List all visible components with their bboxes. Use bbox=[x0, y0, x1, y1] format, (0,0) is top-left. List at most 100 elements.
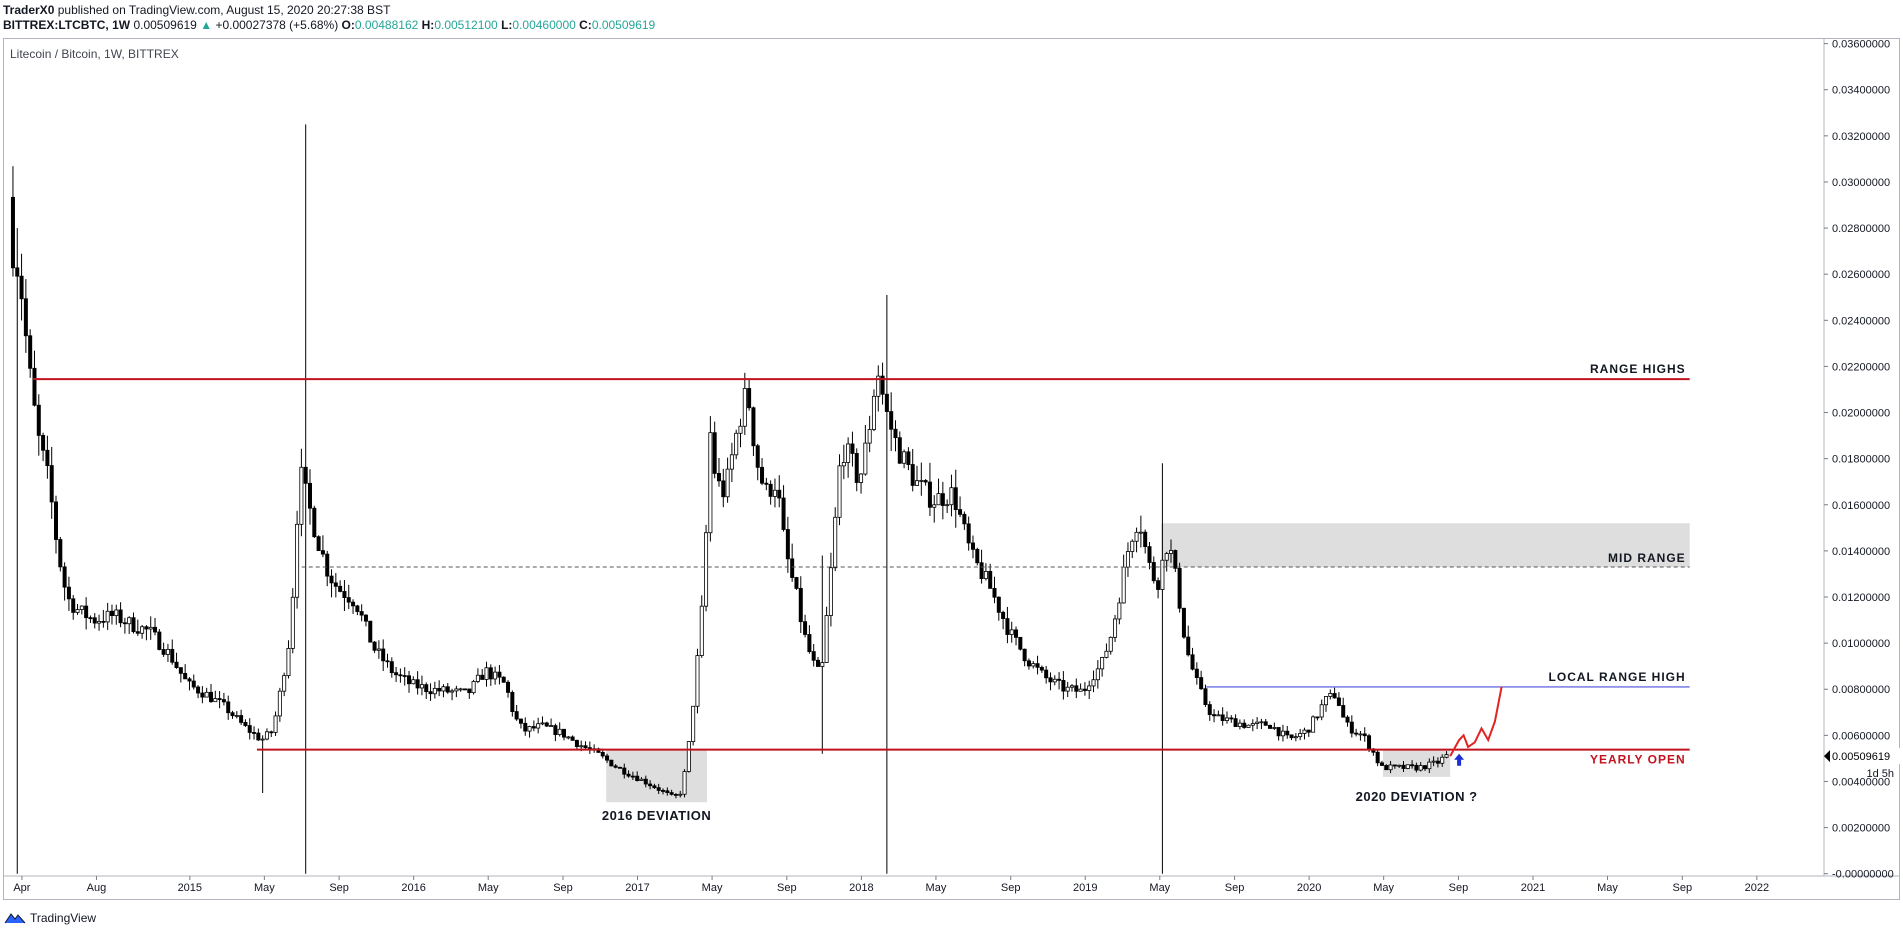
projection-path[interactable] bbox=[1449, 686, 1503, 757]
candle-body bbox=[437, 687, 442, 692]
candle-body bbox=[1151, 562, 1156, 582]
price-change: +0.00027378 (+5.68%) bbox=[215, 18, 339, 32]
candle-body bbox=[815, 659, 820, 667]
candle-body bbox=[462, 688, 467, 691]
candle-body bbox=[23, 298, 28, 337]
time-tick-label: Sep bbox=[1449, 882, 1469, 894]
candle-body bbox=[92, 617, 97, 624]
candle-body bbox=[1367, 735, 1372, 750]
candle-body bbox=[1341, 705, 1346, 718]
candle-body bbox=[475, 674, 480, 682]
candle-body bbox=[751, 407, 756, 447]
candle-body bbox=[355, 605, 360, 612]
candle-body bbox=[562, 728, 567, 738]
candle-body bbox=[41, 435, 46, 451]
open-value: 0.00488162 bbox=[354, 18, 419, 32]
candle-body bbox=[454, 688, 459, 692]
candle-body bbox=[635, 775, 640, 781]
candle-body bbox=[467, 688, 472, 694]
candle-body bbox=[1410, 764, 1415, 767]
candle-body bbox=[798, 588, 803, 623]
candle-body bbox=[609, 759, 614, 767]
candle-body bbox=[906, 451, 911, 465]
candle-body bbox=[527, 726, 532, 732]
close-label: C: bbox=[579, 18, 592, 32]
time-tick-label: 2020 bbox=[1297, 882, 1321, 894]
candle-body bbox=[36, 404, 41, 436]
time-tick-label: May bbox=[926, 882, 947, 894]
candle-body bbox=[1328, 693, 1333, 697]
price-tick-label: 0.02600000 bbox=[1832, 269, 1890, 281]
candle-body bbox=[523, 722, 528, 732]
candle-body bbox=[1164, 553, 1169, 561]
candle-body bbox=[252, 732, 257, 734]
price-tick-label: 0.02800000 bbox=[1832, 223, 1890, 235]
price-tick-label: 0.03000000 bbox=[1832, 177, 1890, 189]
candle-body bbox=[889, 411, 894, 430]
price-tick-label: 0.03400000 bbox=[1832, 85, 1890, 97]
candle-body bbox=[165, 648, 170, 655]
candle-body bbox=[682, 771, 687, 795]
price-tick-label: 0.01200000 bbox=[1832, 592, 1890, 604]
candle-body bbox=[320, 550, 325, 555]
candle-body bbox=[488, 667, 493, 680]
time-tick-label: 2018 bbox=[849, 882, 873, 894]
candle-body bbox=[376, 648, 381, 651]
candle-body bbox=[553, 725, 558, 735]
candle-body bbox=[458, 688, 463, 691]
candle-body bbox=[833, 516, 838, 569]
candle-body bbox=[19, 275, 24, 300]
time-tick-label: 2019 bbox=[1073, 882, 1097, 894]
candle-body bbox=[213, 698, 218, 703]
candle-body bbox=[1397, 764, 1402, 767]
candle-body bbox=[958, 509, 963, 515]
candle-body bbox=[183, 672, 188, 680]
candle-body bbox=[506, 681, 511, 693]
candle-body bbox=[1414, 764, 1419, 771]
candle-body bbox=[1108, 636, 1113, 652]
candle-body bbox=[863, 442, 868, 475]
candle-body bbox=[1147, 546, 1152, 563]
candle-body bbox=[71, 598, 76, 613]
candle-body bbox=[114, 609, 119, 617]
candle-body bbox=[846, 443, 851, 463]
candle-body bbox=[28, 335, 33, 369]
candle-body bbox=[915, 480, 920, 486]
candle-body bbox=[630, 775, 635, 778]
price-tick-label: 0.02400000 bbox=[1832, 315, 1890, 327]
candle-body bbox=[295, 523, 300, 598]
range-highs-label: RANGE HIGHS bbox=[1590, 362, 1686, 376]
candle-body bbox=[407, 675, 412, 685]
candle-body bbox=[1014, 629, 1019, 638]
candle-body bbox=[811, 651, 816, 661]
tradingview-footer[interactable]: TradingView bbox=[4, 909, 96, 927]
candle-body bbox=[1311, 716, 1316, 733]
candle-body bbox=[803, 621, 808, 635]
candle-body bbox=[1216, 714, 1221, 717]
candle-body bbox=[1358, 733, 1363, 736]
candle-body bbox=[1087, 685, 1092, 691]
chart-title: Litecoin / Bitcoin, 1W, BITTREX bbox=[10, 47, 179, 61]
candle-body bbox=[333, 582, 338, 587]
candle-body bbox=[1298, 733, 1303, 738]
candle-body bbox=[742, 388, 747, 427]
candle-body bbox=[777, 489, 782, 499]
candle-body bbox=[979, 562, 984, 580]
up-arrow-icon bbox=[1454, 753, 1465, 766]
candle-body bbox=[1405, 764, 1410, 769]
candle-body bbox=[1246, 724, 1251, 728]
candle-body bbox=[570, 736, 575, 741]
candle-body bbox=[1031, 663, 1036, 667]
candle-body bbox=[764, 482, 769, 485]
candle-body bbox=[329, 575, 334, 584]
candle-body bbox=[1048, 677, 1053, 683]
change-up-icon: ▲ bbox=[200, 18, 213, 32]
candle-body bbox=[450, 690, 455, 693]
candle-body bbox=[1379, 762, 1384, 766]
author-name[interactable]: TraderX0 bbox=[3, 3, 55, 17]
candle-body bbox=[686, 741, 691, 772]
candle-body bbox=[884, 393, 889, 412]
candle-body bbox=[579, 745, 584, 748]
open-label: O: bbox=[341, 18, 355, 32]
